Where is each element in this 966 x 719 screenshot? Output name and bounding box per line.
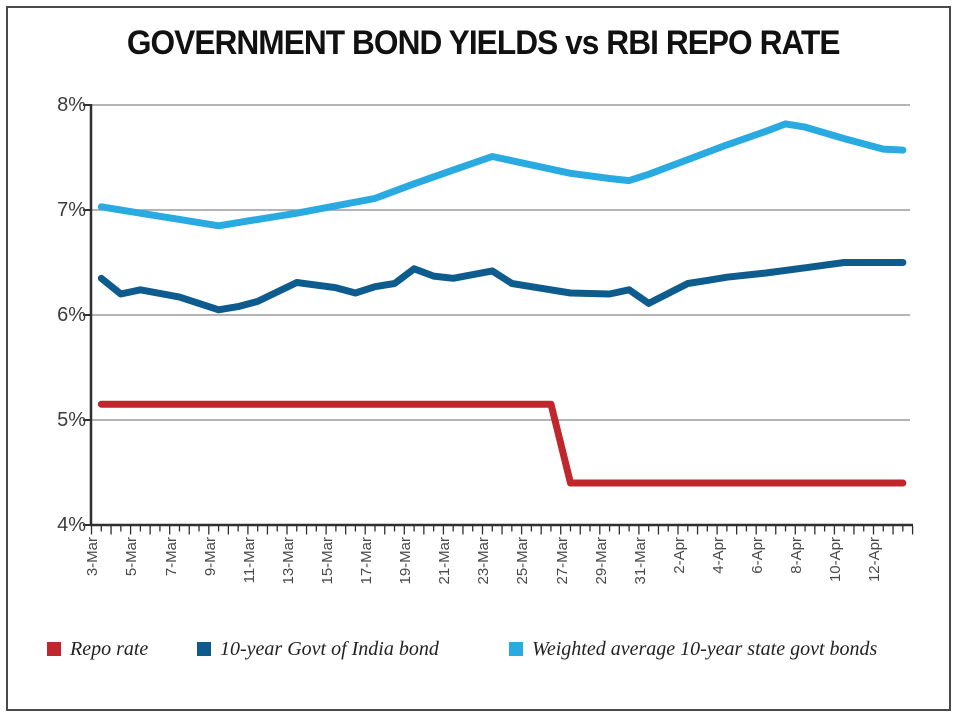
- x-axis-label-29-mar: 29-Mar: [592, 537, 610, 585]
- x-axis-label-8-apr: 8-Apr: [788, 537, 806, 574]
- x-axis-label-2-apr: 2-Apr: [670, 537, 688, 574]
- chart-title-text: GOVERNMENT BOND YIELDS vs RBI REPO RATE: [126, 24, 841, 62]
- x-axis-label-13-mar: 13-Mar: [279, 537, 297, 585]
- y-axis-label-6: 6%: [57, 304, 86, 326]
- x-axis-label-15-mar: 15-Mar: [318, 537, 336, 585]
- series-line-weighted-average-10-year-state-govt-bonds: [97, 120, 907, 230]
- x-axis-label-3-mar: 3-Mar: [84, 537, 102, 577]
- y-axis-label-7: 7%: [57, 199, 86, 221]
- series-line-repo-rate: [97, 400, 907, 487]
- x-axis-label-5-mar: 5-Mar: [123, 537, 141, 577]
- y-axis-label-5: 5%: [57, 409, 86, 431]
- chart-title: GOVERNMENT BOND YIELDS vs RBI REPO RATE: [0, 24, 966, 63]
- x-axis-label-27-mar: 27-Mar: [553, 537, 571, 585]
- x-axis-label-17-mar: 17-Mar: [358, 537, 375, 585]
- x-axis-label-11-mar: 11-Mar: [240, 537, 258, 584]
- x-axis-label-10-apr: 10-Apr: [827, 537, 845, 583]
- y-axis-label-4: 4%: [57, 514, 86, 536]
- x-axis-label-25-mar: 25-Mar: [514, 537, 532, 585]
- x-axis-label-6-apr: 6-Apr: [749, 537, 766, 574]
- x-axis-label-9-mar: 9-Mar: [201, 537, 219, 577]
- x-axis-label-12-apr: 12-Apr: [866, 537, 884, 583]
- x-axis-label-21-mar: 21-Mar: [436, 537, 454, 585]
- x-axis-label-19-mar: 19-Mar: [397, 537, 415, 585]
- series-line-10-year-govt-of-india-bond: [97, 259, 907, 314]
- x-axis-label-31-mar: 31-Mar: [631, 537, 649, 585]
- x-axis-label-7-mar: 7-Mar: [162, 537, 180, 577]
- y-axis-label-8: 8%: [57, 94, 86, 116]
- x-axis-label-23-mar: 23-Mar: [475, 537, 493, 585]
- x-axis-label-4-apr: 4-Apr: [709, 537, 727, 574]
